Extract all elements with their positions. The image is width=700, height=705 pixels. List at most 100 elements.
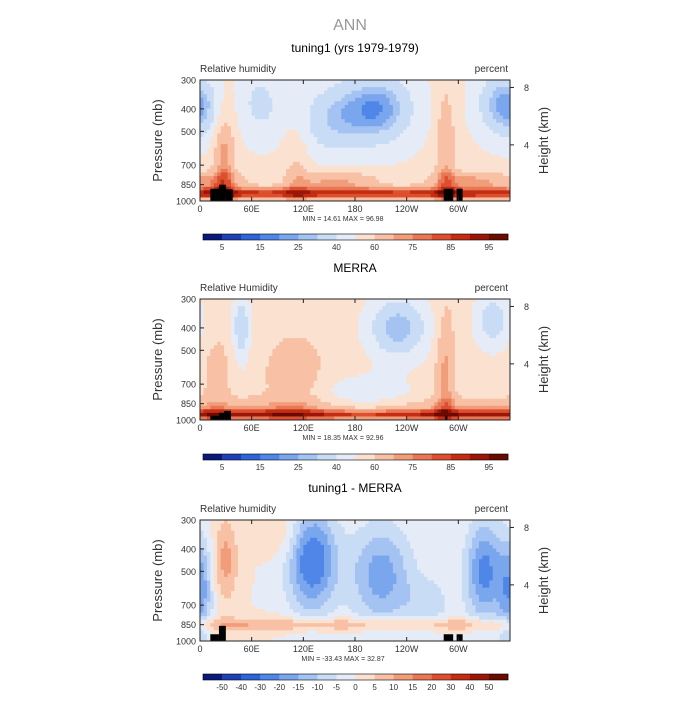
field-cell <box>290 363 294 367</box>
field-cell <box>345 324 349 328</box>
field-cell <box>462 303 466 307</box>
field-cell <box>465 169 469 173</box>
field-cell <box>414 137 418 141</box>
field-cell <box>448 327 452 331</box>
field-cell <box>238 299 242 303</box>
field-cell <box>272 367 276 371</box>
field-cell <box>331 155 335 159</box>
field-cell <box>341 363 345 367</box>
field-cell <box>203 173 207 177</box>
field-cell <box>224 342 228 346</box>
field-cell <box>241 137 245 141</box>
field-cell <box>400 80 404 84</box>
field-cell <box>203 317 207 321</box>
field-cell <box>441 126 445 130</box>
field-cell <box>334 144 338 148</box>
field-cell <box>438 306 442 310</box>
field-cell <box>427 94 431 98</box>
field-cell <box>341 80 345 84</box>
field-cell <box>462 299 466 303</box>
field-cell <box>479 310 483 314</box>
field-cell <box>355 87 359 91</box>
field-cell <box>376 141 380 145</box>
colorbar-swatch <box>336 234 355 240</box>
field-cell <box>338 123 342 127</box>
field-cell <box>290 342 294 346</box>
field-cell <box>221 91 225 95</box>
field-cell <box>445 367 449 371</box>
field-cell <box>331 310 335 314</box>
field-cell <box>403 327 407 331</box>
field-cell <box>379 363 383 367</box>
field-cell <box>386 133 390 137</box>
field-cell <box>414 324 418 328</box>
field-cell <box>265 123 269 127</box>
field-cell <box>420 194 424 198</box>
field-cell <box>362 367 366 371</box>
field-cell <box>234 91 238 95</box>
field-cell <box>224 299 228 303</box>
field-cell <box>448 133 452 137</box>
field-cell <box>486 363 490 367</box>
field-cell <box>307 331 311 335</box>
field-cell <box>379 352 383 356</box>
field-cell <box>503 310 507 314</box>
field-cell <box>269 130 273 134</box>
field-cell <box>276 130 280 134</box>
field-cell <box>462 84 466 88</box>
field-cell <box>355 162 359 166</box>
field-cell <box>338 165 342 169</box>
field-cell <box>427 158 431 162</box>
field-cell <box>372 105 376 109</box>
field-cell <box>458 345 462 349</box>
field-cell <box>503 116 507 120</box>
field-cell <box>496 310 500 314</box>
field-cell <box>451 108 455 112</box>
field-cell <box>479 169 483 173</box>
field-cell <box>417 165 421 169</box>
field-cell <box>300 342 304 346</box>
colorbar-label: 40 <box>332 243 341 252</box>
field-cell <box>252 173 256 177</box>
field-cell <box>303 87 307 91</box>
field-cell <box>207 331 211 335</box>
field-cell <box>248 162 252 166</box>
field-cell <box>372 137 376 141</box>
field-cell <box>362 101 366 105</box>
field-cell <box>434 183 438 187</box>
field-cell <box>407 105 411 109</box>
field-cell <box>352 187 356 191</box>
field-cell <box>403 363 407 367</box>
field-cell <box>245 105 249 109</box>
field-cell <box>358 155 362 159</box>
field-cell <box>300 158 304 162</box>
field-cell <box>410 180 414 184</box>
field-cell <box>420 367 424 371</box>
field-cell <box>376 310 380 314</box>
field-cell <box>486 155 490 159</box>
field-cell <box>365 80 369 84</box>
field-cell <box>448 151 452 155</box>
field-cell <box>248 349 252 353</box>
field-cell <box>448 155 452 159</box>
field-cell <box>252 84 256 88</box>
field-cell <box>362 335 366 339</box>
field-cell <box>403 101 407 105</box>
field-cell <box>407 141 411 145</box>
field-cell <box>241 130 245 134</box>
field-cell <box>476 91 480 95</box>
field-cell <box>221 101 225 105</box>
field-cell <box>241 303 245 307</box>
field-cell <box>279 126 283 130</box>
field-cell <box>420 162 424 166</box>
field-cell <box>259 169 263 173</box>
field-cell <box>286 105 290 109</box>
colorbar-swatch <box>432 234 451 240</box>
field-cell <box>300 187 304 191</box>
field-cell <box>290 112 294 116</box>
field-cell <box>272 123 276 127</box>
field-cell <box>231 173 235 177</box>
field-cell <box>396 87 400 91</box>
field-cell <box>448 331 452 335</box>
field-cell <box>238 367 242 371</box>
